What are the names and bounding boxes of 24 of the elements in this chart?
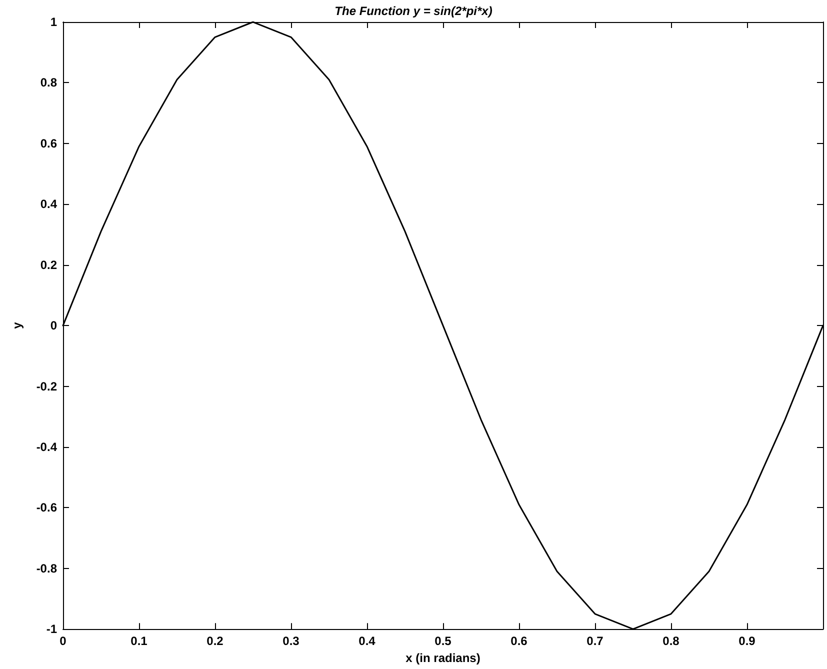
y-tick-label: -1 bbox=[46, 622, 58, 636]
y-tick-label: 0.4 bbox=[40, 197, 58, 212]
x-tick-label: 0.8 bbox=[662, 634, 680, 648]
y-axis-title: y bbox=[10, 322, 24, 329]
chart-title: The Function y = sin(2*pi*x) bbox=[334, 4, 492, 18]
y-tick-label: 0 bbox=[50, 318, 58, 333]
y-tick-label: -0.8 bbox=[36, 561, 58, 576]
x-tick-label: 0.6 bbox=[510, 634, 528, 648]
x-tick-label: 0.1 bbox=[130, 634, 148, 648]
x-tick-label: 0.9 bbox=[738, 634, 756, 648]
y-tick-label: -0.2 bbox=[36, 379, 58, 394]
y-tick-label: -0.6 bbox=[36, 500, 58, 515]
y-tick-label: 0.8 bbox=[40, 76, 58, 90]
y-tick-label: -0.4 bbox=[36, 440, 58, 454]
x-tick-label: 0.5 bbox=[434, 634, 452, 648]
x-axis-title: x (in radians) bbox=[406, 651, 480, 665]
x-tick-label: 0.4 bbox=[358, 634, 376, 648]
x-tick-label: 0 bbox=[60, 634, 67, 648]
x-tick-label: 0.7 bbox=[586, 634, 604, 648]
y-tick-label: 0.2 bbox=[40, 258, 58, 272]
y-tick-label: 1 bbox=[50, 15, 58, 29]
x-tick-label: 0.3 bbox=[282, 634, 300, 648]
x-tick-label: 0.2 bbox=[206, 634, 224, 648]
y-tick-label: 0.6 bbox=[40, 136, 58, 150]
